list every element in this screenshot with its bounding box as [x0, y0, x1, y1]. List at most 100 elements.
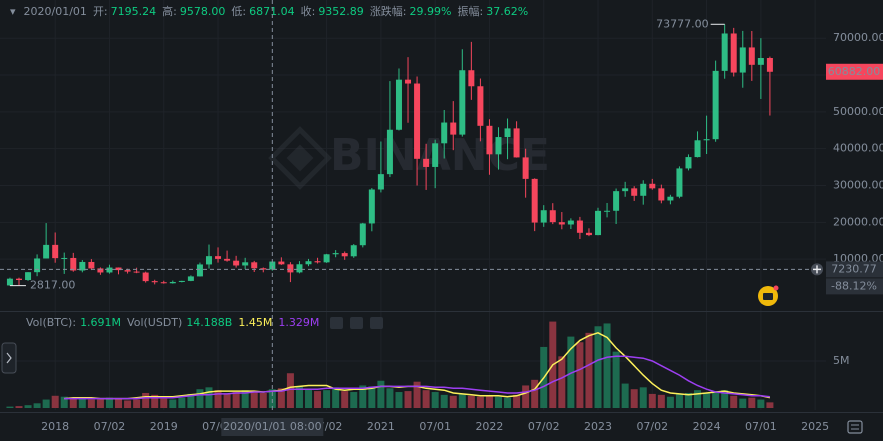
candle-body [142, 272, 149, 282]
volume-bar [277, 388, 285, 408]
header-value: 6871.04 [249, 5, 295, 18]
x-tick-label: 2019 [150, 420, 178, 433]
settings-button[interactable] [847, 420, 863, 434]
x-tick-label: 2022 [475, 420, 503, 433]
volume-bar [404, 391, 412, 408]
header-label: 低: [231, 5, 246, 18]
candle-body [151, 281, 158, 283]
header-date: 2020/01/01 [24, 5, 87, 18]
volume-bar [684, 392, 692, 408]
badge-button[interactable] [758, 285, 779, 307]
candle-body [15, 278, 22, 281]
volume-bar [305, 389, 313, 408]
volume-bar [567, 336, 575, 408]
candle-body [558, 222, 565, 225]
candle-body [278, 261, 285, 265]
candle-body [260, 268, 267, 270]
candle-body [305, 261, 312, 265]
candle-body [34, 258, 41, 273]
x-tick-label: 2025 [801, 420, 829, 433]
candle-body [685, 157, 692, 169]
candle-body [377, 174, 384, 190]
y-tick-label: 50000.00 [833, 105, 883, 118]
volume-bar [33, 403, 41, 408]
header-value: 9352.89 [318, 5, 364, 18]
volume-bar [467, 395, 475, 408]
y-tick-label: 70000.00 [833, 31, 883, 44]
header-label: 开: [93, 5, 108, 18]
candle-body [224, 258, 231, 261]
candle-body [133, 271, 140, 273]
visibility-button[interactable] [330, 317, 343, 329]
candle-body [730, 33, 737, 73]
candle-body [459, 70, 466, 135]
volume-pane: 2018 07/02 2019 07/02 07/02 2021 07/01 2022 07/0… [6, 316, 850, 433]
candle-body [332, 253, 339, 255]
candle-body [359, 223, 366, 246]
side-toggle-icon [6, 352, 12, 364]
legend-value: 1.45M [238, 316, 272, 329]
volume-bar [666, 396, 674, 408]
volume-bar [241, 390, 249, 408]
candle-body [215, 256, 222, 259]
candle-body [585, 232, 592, 236]
volume-bar [422, 390, 430, 408]
volume-bar [359, 385, 367, 408]
close-button[interactable] [370, 317, 383, 329]
ohlc-header: ▾ 2020/01/01 开: 7195.24 高: 9578.00 低: 6871.04 收:… [10, 4, 528, 18]
volume-bar [196, 389, 204, 408]
volume-bar [124, 400, 132, 408]
header-label: 高: [162, 4, 177, 18]
volume-bar [757, 399, 765, 408]
candle-body [504, 128, 511, 138]
volume-bar [449, 395, 457, 408]
candle-body [350, 245, 357, 257]
volume-bar [295, 386, 303, 408]
last-price-tag [826, 63, 883, 80]
price-pane: 10000.0020000.0030000.0040000.0050000.00… [6, 24, 883, 286]
volume-bar [223, 393, 231, 408]
candle-body [721, 33, 728, 71]
crosshair-time-tag [221, 418, 324, 436]
candle-body [169, 281, 176, 284]
candle-body [323, 254, 330, 263]
header-value: 7195.24 [111, 5, 157, 18]
candle-body [296, 264, 303, 273]
x-tick-label: 07/02 [636, 420, 668, 433]
candle-body [640, 183, 647, 196]
candle-body [477, 86, 484, 126]
candle-body [613, 191, 620, 211]
legend-name: Vol(BTC): [26, 316, 76, 329]
candle-body [341, 253, 348, 257]
candle-body [486, 125, 493, 155]
candle-body [97, 268, 104, 273]
candle-body [70, 257, 77, 271]
candle-body [405, 79, 412, 84]
volume-bar [350, 392, 358, 408]
volume-bar [476, 396, 484, 408]
x-tick-label: 2024 [693, 420, 721, 433]
crosshair-add-icon [813, 265, 821, 274]
volume-bar [151, 394, 159, 408]
volume-bar [748, 397, 756, 408]
volume-bar [286, 373, 294, 408]
volume-bar [87, 399, 95, 408]
volume-bar [513, 394, 521, 408]
volume-bar [78, 398, 86, 408]
candle-body [79, 261, 86, 271]
volume-bar [458, 393, 466, 408]
side-toggle[interactable] [1, 342, 17, 374]
volume-bar [250, 391, 258, 408]
header-label: 收: [301, 4, 316, 18]
y-tick-label: 20000.00 [833, 215, 883, 228]
legend-value: 1.691M [80, 316, 121, 329]
min-marker-label: 2817.00 [30, 279, 76, 292]
volume-bar [558, 356, 566, 408]
settings-button[interactable] [350, 317, 363, 329]
candle-body [739, 47, 746, 73]
candle-body [196, 264, 203, 277]
legend-name: Vol(USDT) [127, 316, 182, 329]
candle-body [757, 58, 764, 65]
volume-bar [585, 332, 593, 408]
